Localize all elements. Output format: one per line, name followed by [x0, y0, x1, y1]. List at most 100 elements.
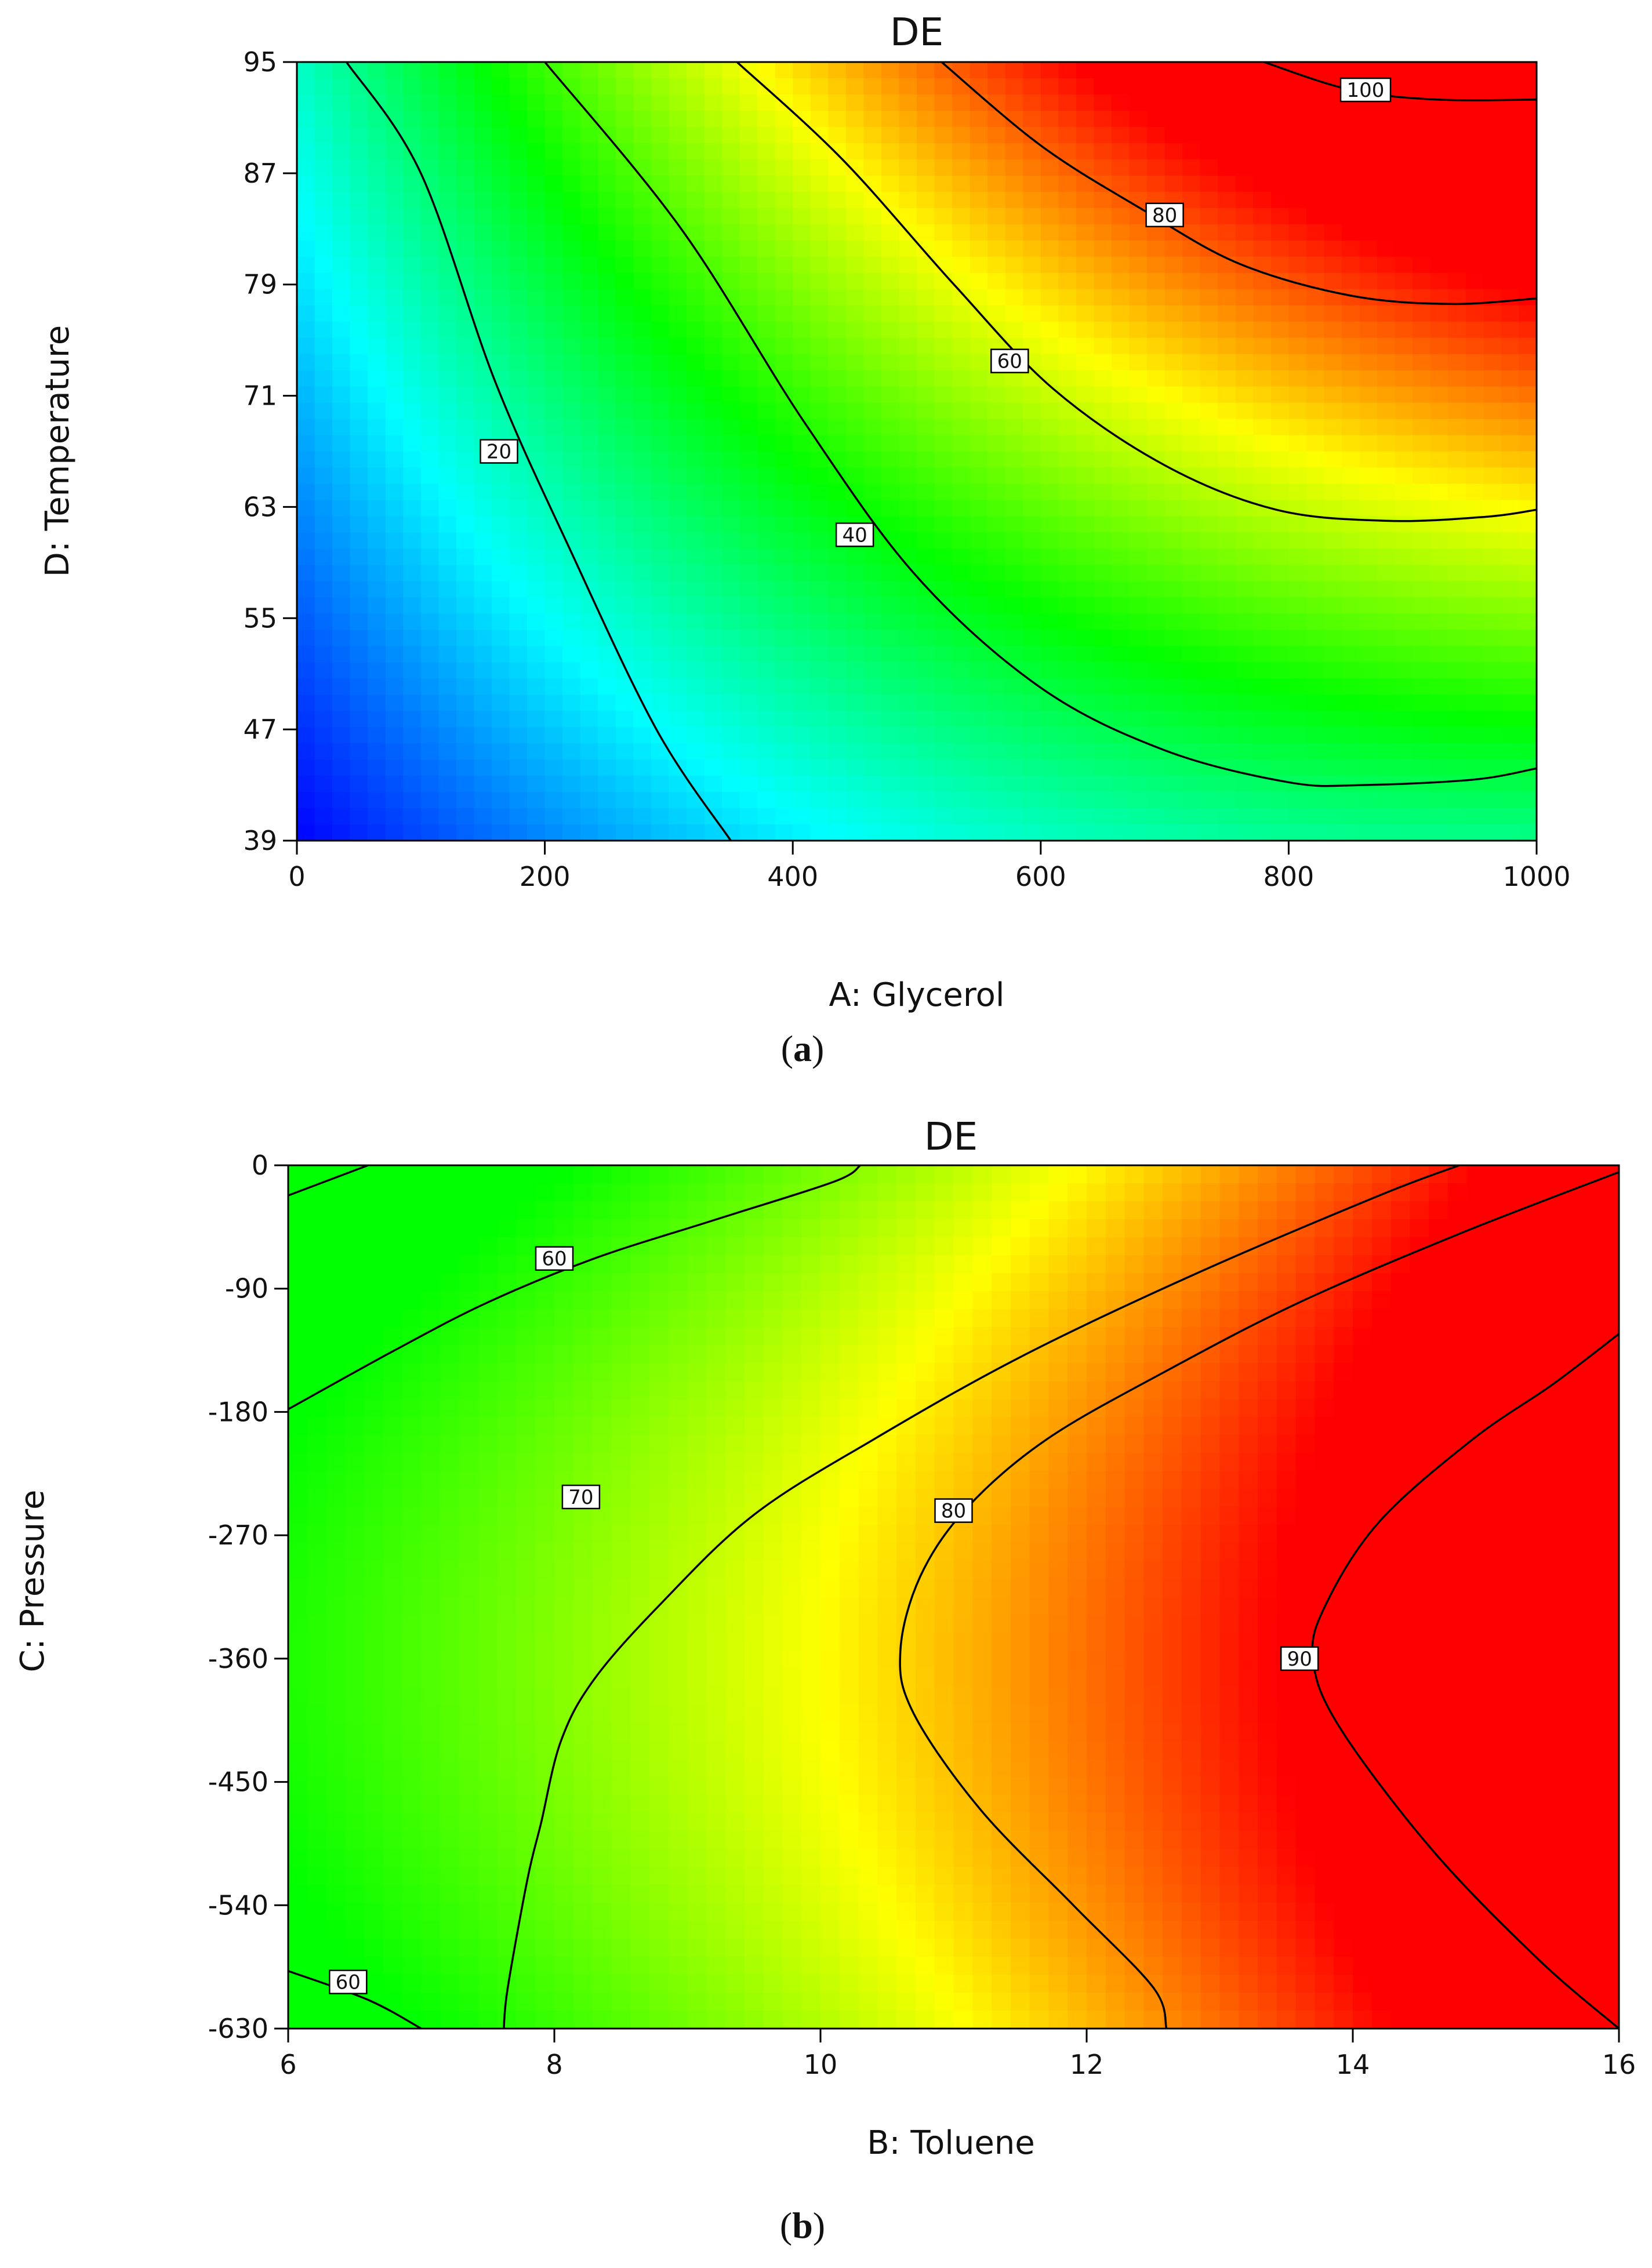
heatmap-cell	[598, 321, 616, 339]
heatmap-cell	[839, 1561, 859, 1580]
heatmap-cell	[793, 386, 811, 404]
heatmap-cell	[297, 337, 315, 355]
heatmap-cell	[438, 776, 457, 793]
heatmap-cell	[326, 1489, 346, 1508]
heatmap-cell	[1501, 548, 1520, 566]
heatmap-cell	[669, 484, 687, 501]
heatmap-cell	[810, 484, 829, 501]
heatmap-cell	[651, 516, 670, 533]
heatmap-cell	[1413, 419, 1431, 436]
heatmap-cell	[917, 354, 935, 371]
heatmap-cell	[456, 484, 475, 501]
heatmap-cell	[757, 532, 776, 550]
heatmap-cell	[402, 1866, 422, 1885]
heatmap-cell	[1164, 727, 1183, 744]
heatmap-cell	[1377, 386, 1396, 404]
heatmap-cell	[1129, 500, 1148, 517]
heatmap-cell	[858, 1165, 878, 1184]
heatmap-cell	[611, 1219, 631, 1238]
heatmap-cell	[527, 386, 546, 404]
heatmap-cell	[877, 1237, 897, 1256]
heatmap-cell	[544, 630, 563, 647]
heatmap-cell	[896, 1291, 916, 1310]
heatmap-cell	[402, 1848, 422, 1867]
heatmap-cell	[1288, 208, 1307, 225]
heatmap-cell	[686, 208, 705, 225]
heatmap-cell	[934, 354, 953, 371]
heatmap-cell	[562, 695, 581, 711]
heatmap-cell	[839, 1633, 859, 1652]
heatmap-cell	[1359, 126, 1378, 144]
heatmap-cell	[1501, 678, 1520, 695]
heatmap-cell	[858, 1381, 878, 1400]
heatmap-cell	[615, 597, 634, 615]
heatmap-cell	[554, 1165, 574, 1184]
heatmap-cell	[615, 467, 634, 485]
heatmap-cell	[896, 1830, 916, 1849]
heatmap-cell	[845, 78, 865, 95]
heatmap-cell	[1377, 695, 1396, 711]
heatmap-cell	[297, 743, 315, 760]
heatmap-cell	[739, 305, 758, 322]
heatmap-cell	[383, 1722, 403, 1742]
heatmap-cell	[1058, 289, 1077, 306]
heatmap-cell	[863, 402, 882, 420]
heatmap-cell	[440, 1273, 460, 1292]
heatmap-cell	[478, 1722, 498, 1742]
heatmap-cell	[877, 1794, 897, 1813]
heatmap-cell	[828, 62, 847, 79]
heatmap-cell	[491, 94, 510, 111]
heatmap-cell	[402, 1687, 422, 1706]
heatmap-cell	[385, 272, 404, 290]
heatmap-cell	[1288, 759, 1307, 776]
heatmap-cell	[722, 143, 740, 160]
heatmap-cell	[987, 824, 1006, 841]
heatmap-cell	[345, 1543, 365, 1562]
heatmap-cell	[858, 1201, 878, 1220]
heatmap-cell	[899, 159, 917, 176]
heatmap-cell	[297, 126, 315, 144]
heatmap-cell	[403, 370, 422, 387]
heatmap-cell	[1342, 435, 1360, 452]
heatmap-cell	[1076, 289, 1095, 306]
heatmap-cell	[686, 143, 705, 160]
heatmap-cell	[456, 62, 475, 79]
heatmap-cell	[706, 1363, 726, 1382]
heatmap-cell	[1023, 613, 1041, 631]
heatmap-cell	[611, 1938, 631, 1957]
heatmap-cell	[775, 695, 793, 711]
heatmap-cell	[649, 1848, 669, 1867]
heatmap-cell	[385, 337, 404, 355]
heatmap-cell	[562, 824, 581, 841]
heatmap-cell	[403, 208, 422, 225]
heatmap-cell	[917, 581, 935, 598]
heatmap-cell	[801, 1399, 821, 1418]
heatmap-cell	[686, 402, 705, 420]
heatmap-cell	[1288, 565, 1307, 582]
heatmap-cell	[1005, 94, 1024, 111]
heatmap-cell	[793, 500, 811, 517]
heatmap-cell	[1058, 597, 1077, 615]
heatmap-cell	[952, 94, 971, 111]
heatmap-cell	[686, 808, 705, 825]
heatmap-cell	[615, 565, 634, 582]
heatmap-cell	[592, 1453, 612, 1472]
heatmap-cell	[288, 1273, 308, 1292]
heatmap-cell	[899, 516, 917, 533]
heatmap-cell	[706, 1597, 726, 1616]
heatmap-cell	[1483, 565, 1502, 582]
heatmap-cell	[1200, 289, 1219, 306]
heatmap-cell	[651, 126, 670, 144]
heatmap-cell	[598, 792, 616, 809]
heatmap-cell	[580, 337, 599, 355]
heatmap-cell	[368, 808, 386, 825]
heatmap-cell	[1253, 272, 1272, 290]
heatmap-cell	[332, 272, 351, 290]
heatmap-cell	[332, 321, 351, 339]
heatmap-cell	[1342, 759, 1360, 776]
heatmap-cell	[535, 1633, 555, 1652]
heatmap-cell	[1094, 776, 1112, 793]
heatmap-cell	[420, 727, 440, 744]
heatmap-cell	[706, 1561, 726, 1580]
heatmap-cell	[1111, 662, 1130, 679]
